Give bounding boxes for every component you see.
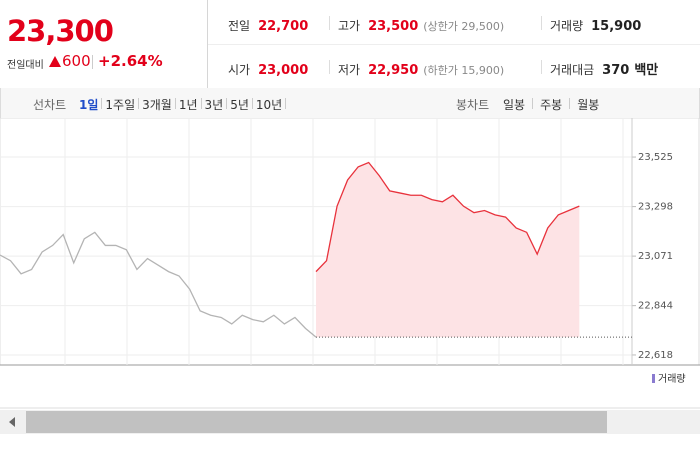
cell-unit: 백만: [634, 63, 659, 78]
price-line: [315, 161, 580, 273]
cell-value: 23,500: [368, 19, 419, 34]
quote-cell: 저가 22,950 (하한가 15,900): [338, 59, 504, 78]
candle-tab[interactable]: 일봉: [503, 98, 526, 112]
y-tick-label: 23,298: [638, 202, 673, 213]
period-tab[interactable]: 5년: [230, 98, 249, 112]
rate: +2.64%: [98, 52, 163, 70]
separator: [92, 55, 93, 69]
chart: 거래량 22,618 22,844 23,071 23,298 23,525: [0, 118, 700, 434]
price-box: 23,300 전일대비 600 +2.64%: [0, 0, 208, 88]
quote-cell: 전일 22,700: [228, 15, 308, 34]
quote-cell: 거래대금 370 백만: [550, 59, 658, 78]
cell-separator: [541, 16, 542, 30]
cell-separator: [329, 16, 330, 30]
quote-cell: 고가 23,500 (상한가 29,500): [338, 15, 504, 34]
cell-note: (하한가 15,900): [423, 64, 505, 77]
change-label: 전일대비: [7, 60, 44, 71]
cell-value: 22,700: [258, 19, 309, 34]
y-tick-label: 23,071: [638, 251, 673, 262]
y-tick-label: 22,844: [638, 301, 673, 312]
tab-separator: [101, 98, 103, 109]
period-tab[interactable]: 1일: [79, 98, 99, 112]
candle-tab[interactable]: 주봉: [540, 98, 563, 112]
period-tab[interactable]: 3개월: [142, 98, 172, 112]
candle-chart-label: 봉차트: [456, 98, 490, 112]
area: [316, 162, 580, 338]
period-tab[interactable]: 1년: [178, 98, 198, 112]
tab-separator: [138, 98, 140, 109]
cell-label: 저가: [338, 63, 361, 77]
scroll-left-arrow[interactable]: [9, 417, 15, 427]
cell-label: 고가: [338, 19, 361, 33]
tab-separator: [226, 98, 228, 109]
cell-label: 전일: [228, 19, 251, 33]
change: 600: [62, 52, 91, 70]
cell-label: 거래대금: [550, 63, 595, 77]
quote-header: 23,300 전일대비 600 +2.64% 전일 22,700 고가 23,500 (…: [0, 0, 700, 89]
row-divider: [208, 44, 700, 45]
y-tick-label: 22,618: [638, 350, 673, 361]
cell-label: 시가: [228, 63, 251, 77]
cell-note: (상한가 29,500): [423, 20, 505, 33]
tab-separator: [532, 98, 534, 109]
cell-value: 15,900: [591, 19, 642, 34]
scrollbar-thumb[interactable]: [26, 411, 607, 433]
line-chart-label: 선차트: [33, 98, 67, 112]
tab-bar: 선차트 봉차트 1일 1주일 3개월 1년 3년 5년 10년 일봉 주봉 월봉: [0, 88, 700, 119]
period-tab[interactable]: 3년: [204, 98, 224, 112]
up-icon: [49, 56, 61, 67]
volume-label: 거래량: [658, 373, 686, 385]
cell-separator: [541, 60, 542, 74]
tab-separator: [285, 98, 287, 109]
tab-separator: [569, 98, 571, 109]
candle-tab[interactable]: 월봉: [577, 98, 600, 112]
cell-separator: [329, 60, 330, 74]
quote-cell: 시가 23,000: [228, 59, 308, 78]
tab-separator: [251, 98, 253, 109]
tab-separator: [200, 98, 202, 109]
tab-separator: [174, 98, 176, 109]
period-tab[interactable]: 1주일: [105, 98, 136, 112]
y-tick-label: 23,525: [638, 152, 673, 163]
cell-value: 23,000: [258, 63, 309, 78]
price-line: [0, 231, 317, 338]
cell-label: 거래량: [550, 19, 584, 33]
cell-value: 370: [602, 63, 630, 78]
price: 23,300: [7, 14, 114, 48]
cell-value: 22,950: [368, 63, 419, 78]
volume-legend-swatch: [652, 374, 655, 383]
period-tab[interactable]: 10년: [255, 98, 283, 112]
quote-cell: 거래량 15,900: [550, 15, 641, 34]
